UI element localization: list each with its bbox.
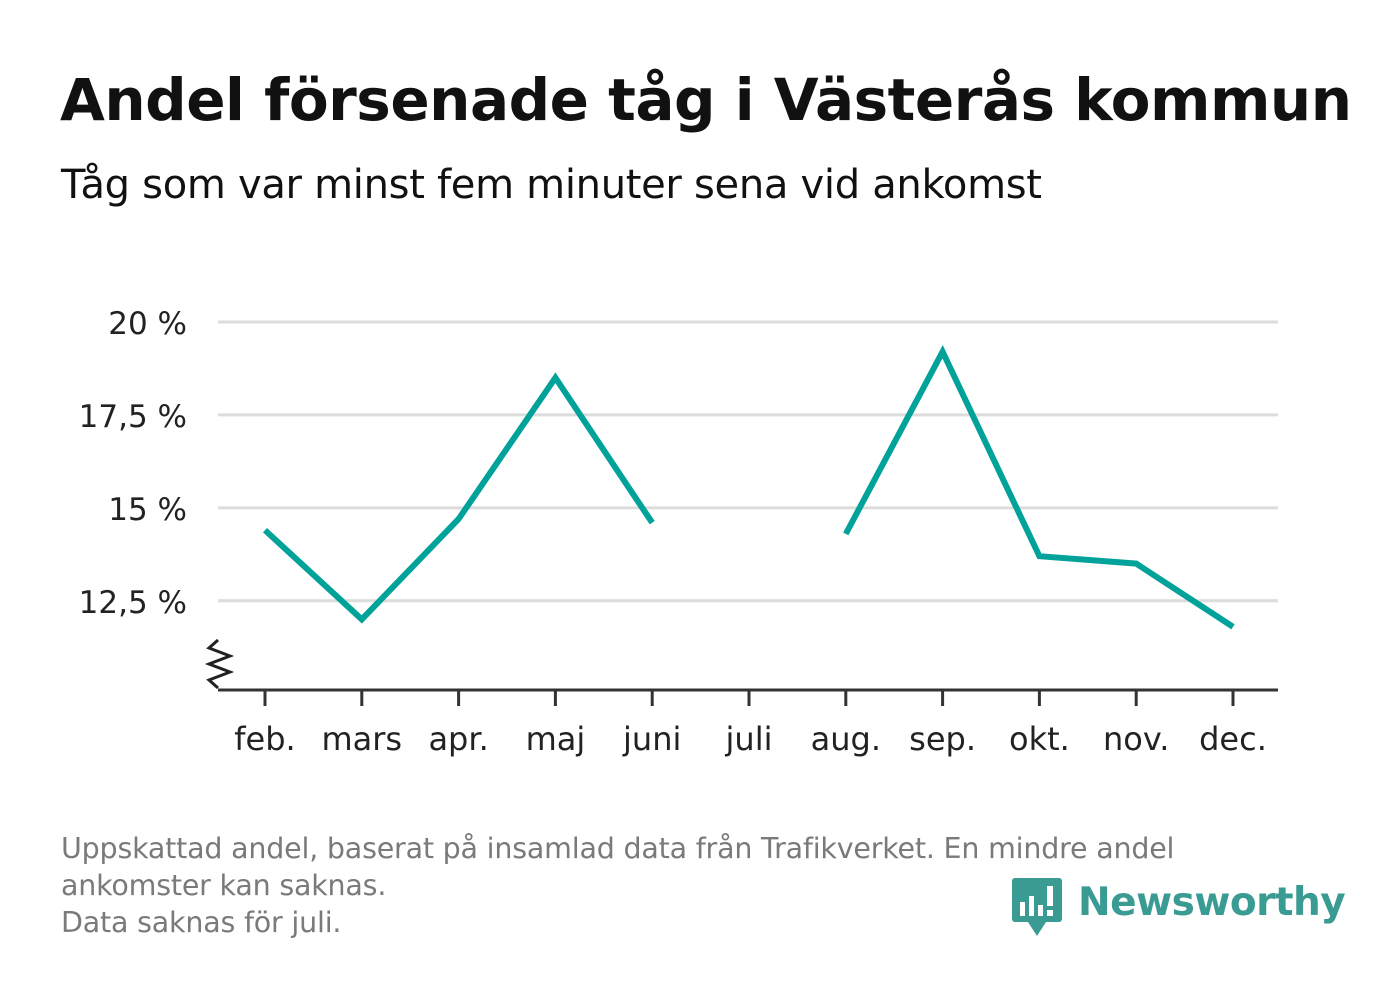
x-tick-label: juli xyxy=(725,720,773,758)
brand: Newsworthy xyxy=(1012,878,1346,940)
x-axis-labels: feb. mars apr. maj juni juli aug. sep. okt. nov. d… xyxy=(234,720,1267,758)
y-tick-label: 17,5 % xyxy=(79,399,187,435)
footnote-line: Uppskattad andel, baserat på insamlad da… xyxy=(61,832,1175,865)
x-tick-label: dec. xyxy=(1199,720,1267,758)
brand-name: Newsworthy xyxy=(1078,880,1346,925)
x-tick-label: mars xyxy=(321,720,402,758)
x-axis xyxy=(204,638,1278,706)
x-tick-label: okt. xyxy=(1009,720,1070,758)
y-tick-label: 20 % xyxy=(108,306,187,342)
x-tick-label: maj xyxy=(526,720,586,758)
newsworthy-logo-icon xyxy=(1012,878,1062,936)
x-tick-label: feb. xyxy=(234,720,295,758)
y-tick-label: 15 % xyxy=(108,492,187,528)
footnote: Uppskattad andel, baserat på insamlad da… xyxy=(61,830,1321,941)
chart-title: Andel försenade tåg i Västerås kommun xyxy=(60,66,1352,134)
x-tick-label: sep. xyxy=(909,720,976,758)
axis-break-icon xyxy=(204,638,235,690)
series-lines xyxy=(262,345,1235,630)
series-line xyxy=(262,372,655,624)
gridlines xyxy=(218,320,1278,603)
y-tick-label: 12,5 % xyxy=(79,585,187,621)
series-line xyxy=(843,345,1235,630)
x-tick-label: apr. xyxy=(428,720,488,758)
chart-subtitle: Tåg som var minst fem minuter sena vid a… xyxy=(61,162,1042,208)
y-axis-labels: 12,5 % 15 % 17,5 % 20 % xyxy=(79,306,187,621)
x-tick-label: aug. xyxy=(811,720,881,758)
x-tick-label: nov. xyxy=(1103,720,1169,758)
footnote-line: Data saknas för juli. xyxy=(61,906,342,939)
x-tick-label: juni xyxy=(622,720,681,758)
footnote-line: ankomster kan saknas. xyxy=(61,869,387,902)
